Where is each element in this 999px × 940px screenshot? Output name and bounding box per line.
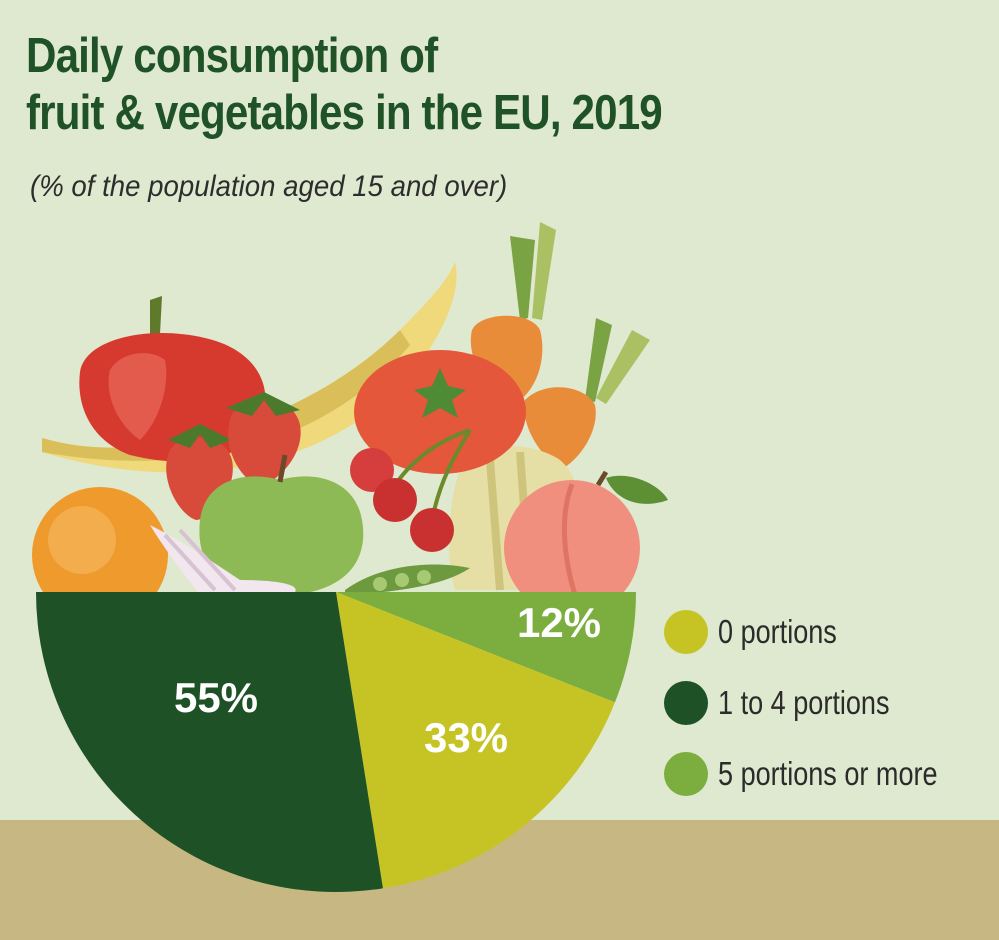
title-line-2: fruit & vegetables in the EU, 2019 — [26, 86, 663, 140]
chart-subtitle: (% of the population aged 15 and over) — [30, 170, 508, 203]
legend-label-0-portions: 0 portions — [718, 613, 837, 650]
pea-pod-icon — [345, 564, 470, 595]
legend-swatch-1-to-4-portions — [664, 681, 708, 725]
chart-legend: 0 portions 1 to 4 portions 5 portions or… — [664, 608, 986, 821]
title-line-1: Daily consumption of — [26, 29, 438, 83]
page-title: Daily consumption of fruit & vegetables … — [26, 28, 817, 142]
cherry-icon — [350, 428, 472, 552]
legend-item-5-portions-or-more: 5 portions or more — [664, 750, 986, 798]
slice-label-1-to-4-portions: 55% — [174, 674, 258, 721]
legend-swatch-5-portions-or-more — [664, 752, 708, 796]
apple-icon — [199, 454, 364, 595]
garlic-icon — [150, 525, 296, 595]
slice-0-portions — [336, 592, 615, 889]
legend-swatch-0-portions — [664, 610, 708, 654]
legend-label-5-portions-or-more: 5 portions or more — [718, 755, 938, 792]
slice-1-to-4-portions — [36, 592, 383, 892]
legend-item-1-to-4-portions: 1 to 4 portions — [664, 679, 986, 727]
legend-item-0-portions: 0 portions — [664, 608, 986, 656]
tomato-icon — [354, 350, 526, 474]
slice-5-portions-or-more — [336, 592, 636, 703]
orange-icon — [32, 487, 168, 623]
bell-pepper-icon — [79, 296, 266, 462]
pie-chart-bowl: 33% 55% 12% — [36, 592, 636, 892]
legend-label-1-to-4-portions: 1 to 4 portions — [718, 684, 890, 721]
slice-label-5-portions-or-more: 12% — [517, 599, 601, 646]
slice-label-0-portions: 33% — [424, 714, 508, 761]
